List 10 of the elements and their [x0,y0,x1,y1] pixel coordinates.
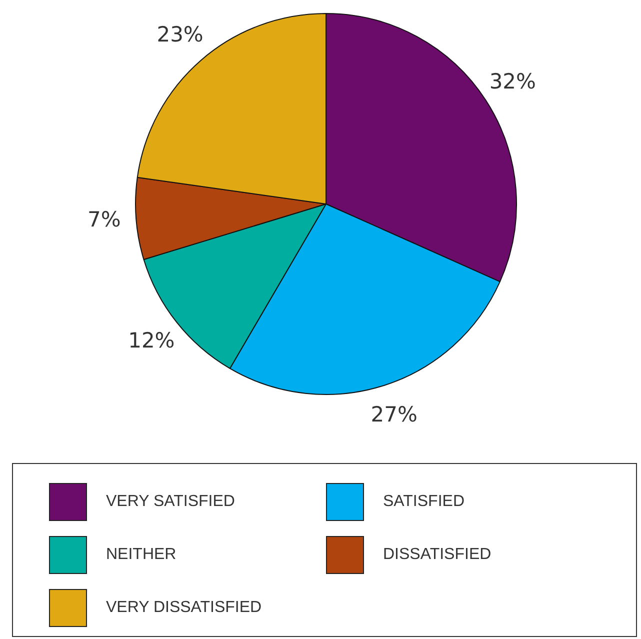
data-label: 32% [489,69,536,94]
data-label: 27% [370,402,418,426]
legend-label: VERY SATISFIED [106,493,235,511]
data-label: 23% [156,22,204,47]
legend-label: SATISFIED [383,493,464,511]
legend-label: NEITHER [106,546,176,564]
legend-label: VERY DISSATISFIED [106,599,262,617]
legend-label: DISSATISFIED [383,546,492,564]
data-label: 12% [128,328,175,352]
data-label: 7% [88,208,121,232]
